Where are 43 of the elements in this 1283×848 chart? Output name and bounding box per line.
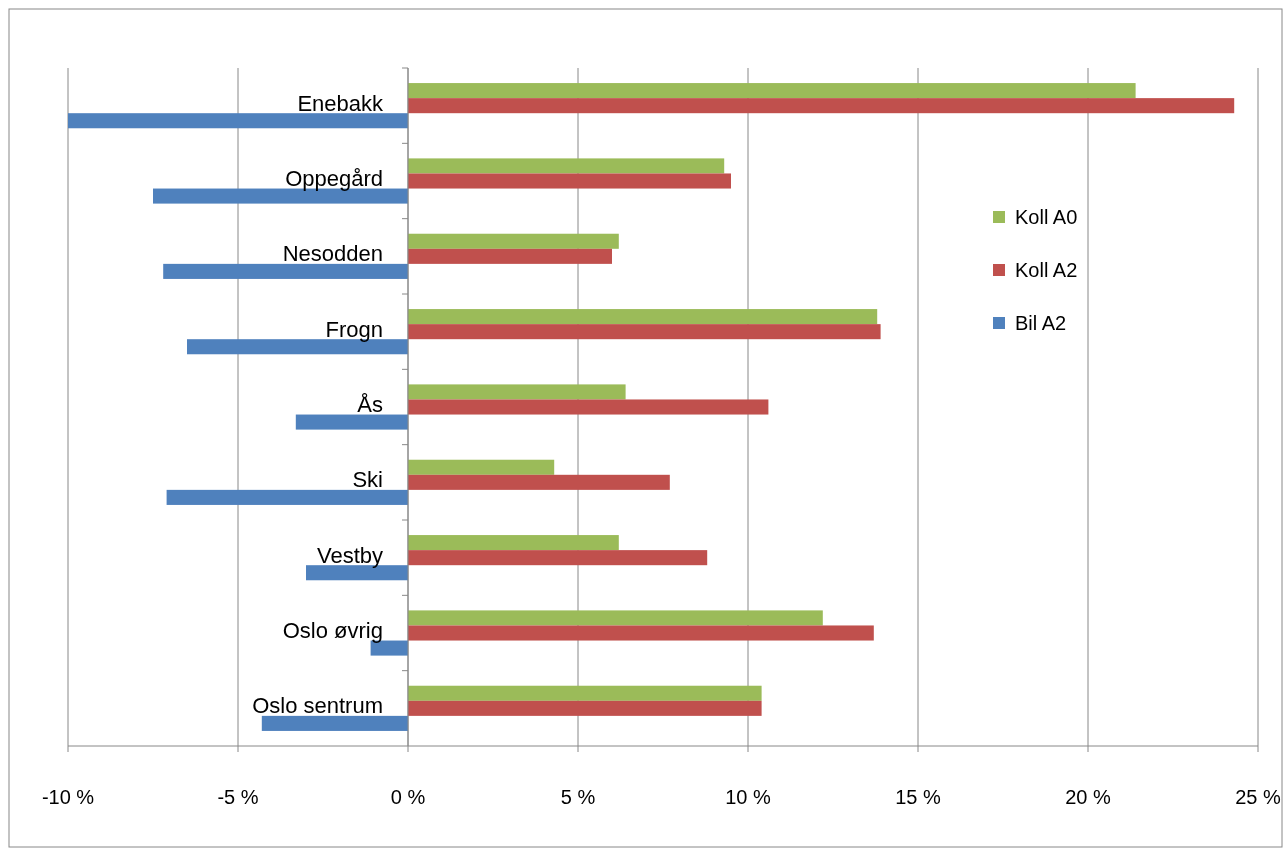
y-tick-label: Oslo øvrig bbox=[282, 618, 383, 643]
bar bbox=[408, 173, 731, 189]
x-tick-label: -5 % bbox=[217, 786, 259, 808]
bar bbox=[163, 263, 408, 279]
bar bbox=[408, 158, 725, 174]
bar bbox=[408, 324, 881, 340]
bar bbox=[408, 550, 708, 566]
y-tick-label: Oslo sentrum bbox=[252, 693, 383, 719]
y-tick-label: Ås bbox=[357, 392, 383, 417]
y-tick-label: Frogn bbox=[325, 316, 383, 342]
x-tick-label: 5 % bbox=[560, 786, 596, 808]
bar bbox=[408, 535, 619, 551]
bar bbox=[408, 625, 874, 641]
bar bbox=[408, 474, 670, 490]
legend-label: Bil A2 bbox=[1015, 312, 1067, 334]
bar bbox=[261, 715, 408, 731]
bar bbox=[408, 98, 1235, 114]
bar bbox=[408, 610, 823, 626]
x-tick-label: 15 % bbox=[895, 786, 942, 808]
bar bbox=[295, 414, 408, 430]
legend-label: Koll A0 bbox=[1015, 206, 1078, 228]
x-tick-label: 20 % bbox=[1065, 786, 1112, 808]
y-tick-label: Oppegård bbox=[285, 166, 383, 191]
bar bbox=[408, 248, 612, 264]
bar bbox=[408, 459, 555, 475]
bar bbox=[408, 83, 1136, 99]
x-tick-label: 0 % bbox=[390, 786, 426, 808]
bar bbox=[166, 489, 408, 505]
bar bbox=[408, 309, 878, 325]
bar bbox=[408, 384, 626, 400]
x-tick-label: -10 % bbox=[41, 786, 95, 808]
bar bbox=[408, 233, 619, 249]
x-tick-label: 25 % bbox=[1235, 786, 1282, 808]
y-tick-label: Nesodden bbox=[282, 241, 383, 267]
x-tick-label: 10 % bbox=[725, 786, 772, 808]
y-tick-label: Enebakk bbox=[297, 90, 384, 116]
bar bbox=[408, 700, 762, 716]
bar bbox=[408, 399, 769, 415]
y-tick-label: Vestby bbox=[316, 542, 383, 568]
bar bbox=[408, 685, 762, 701]
legend-label: Koll A2 bbox=[1015, 259, 1078, 281]
bar bbox=[68, 113, 408, 129]
y-tick-label: Ski bbox=[352, 467, 383, 493]
